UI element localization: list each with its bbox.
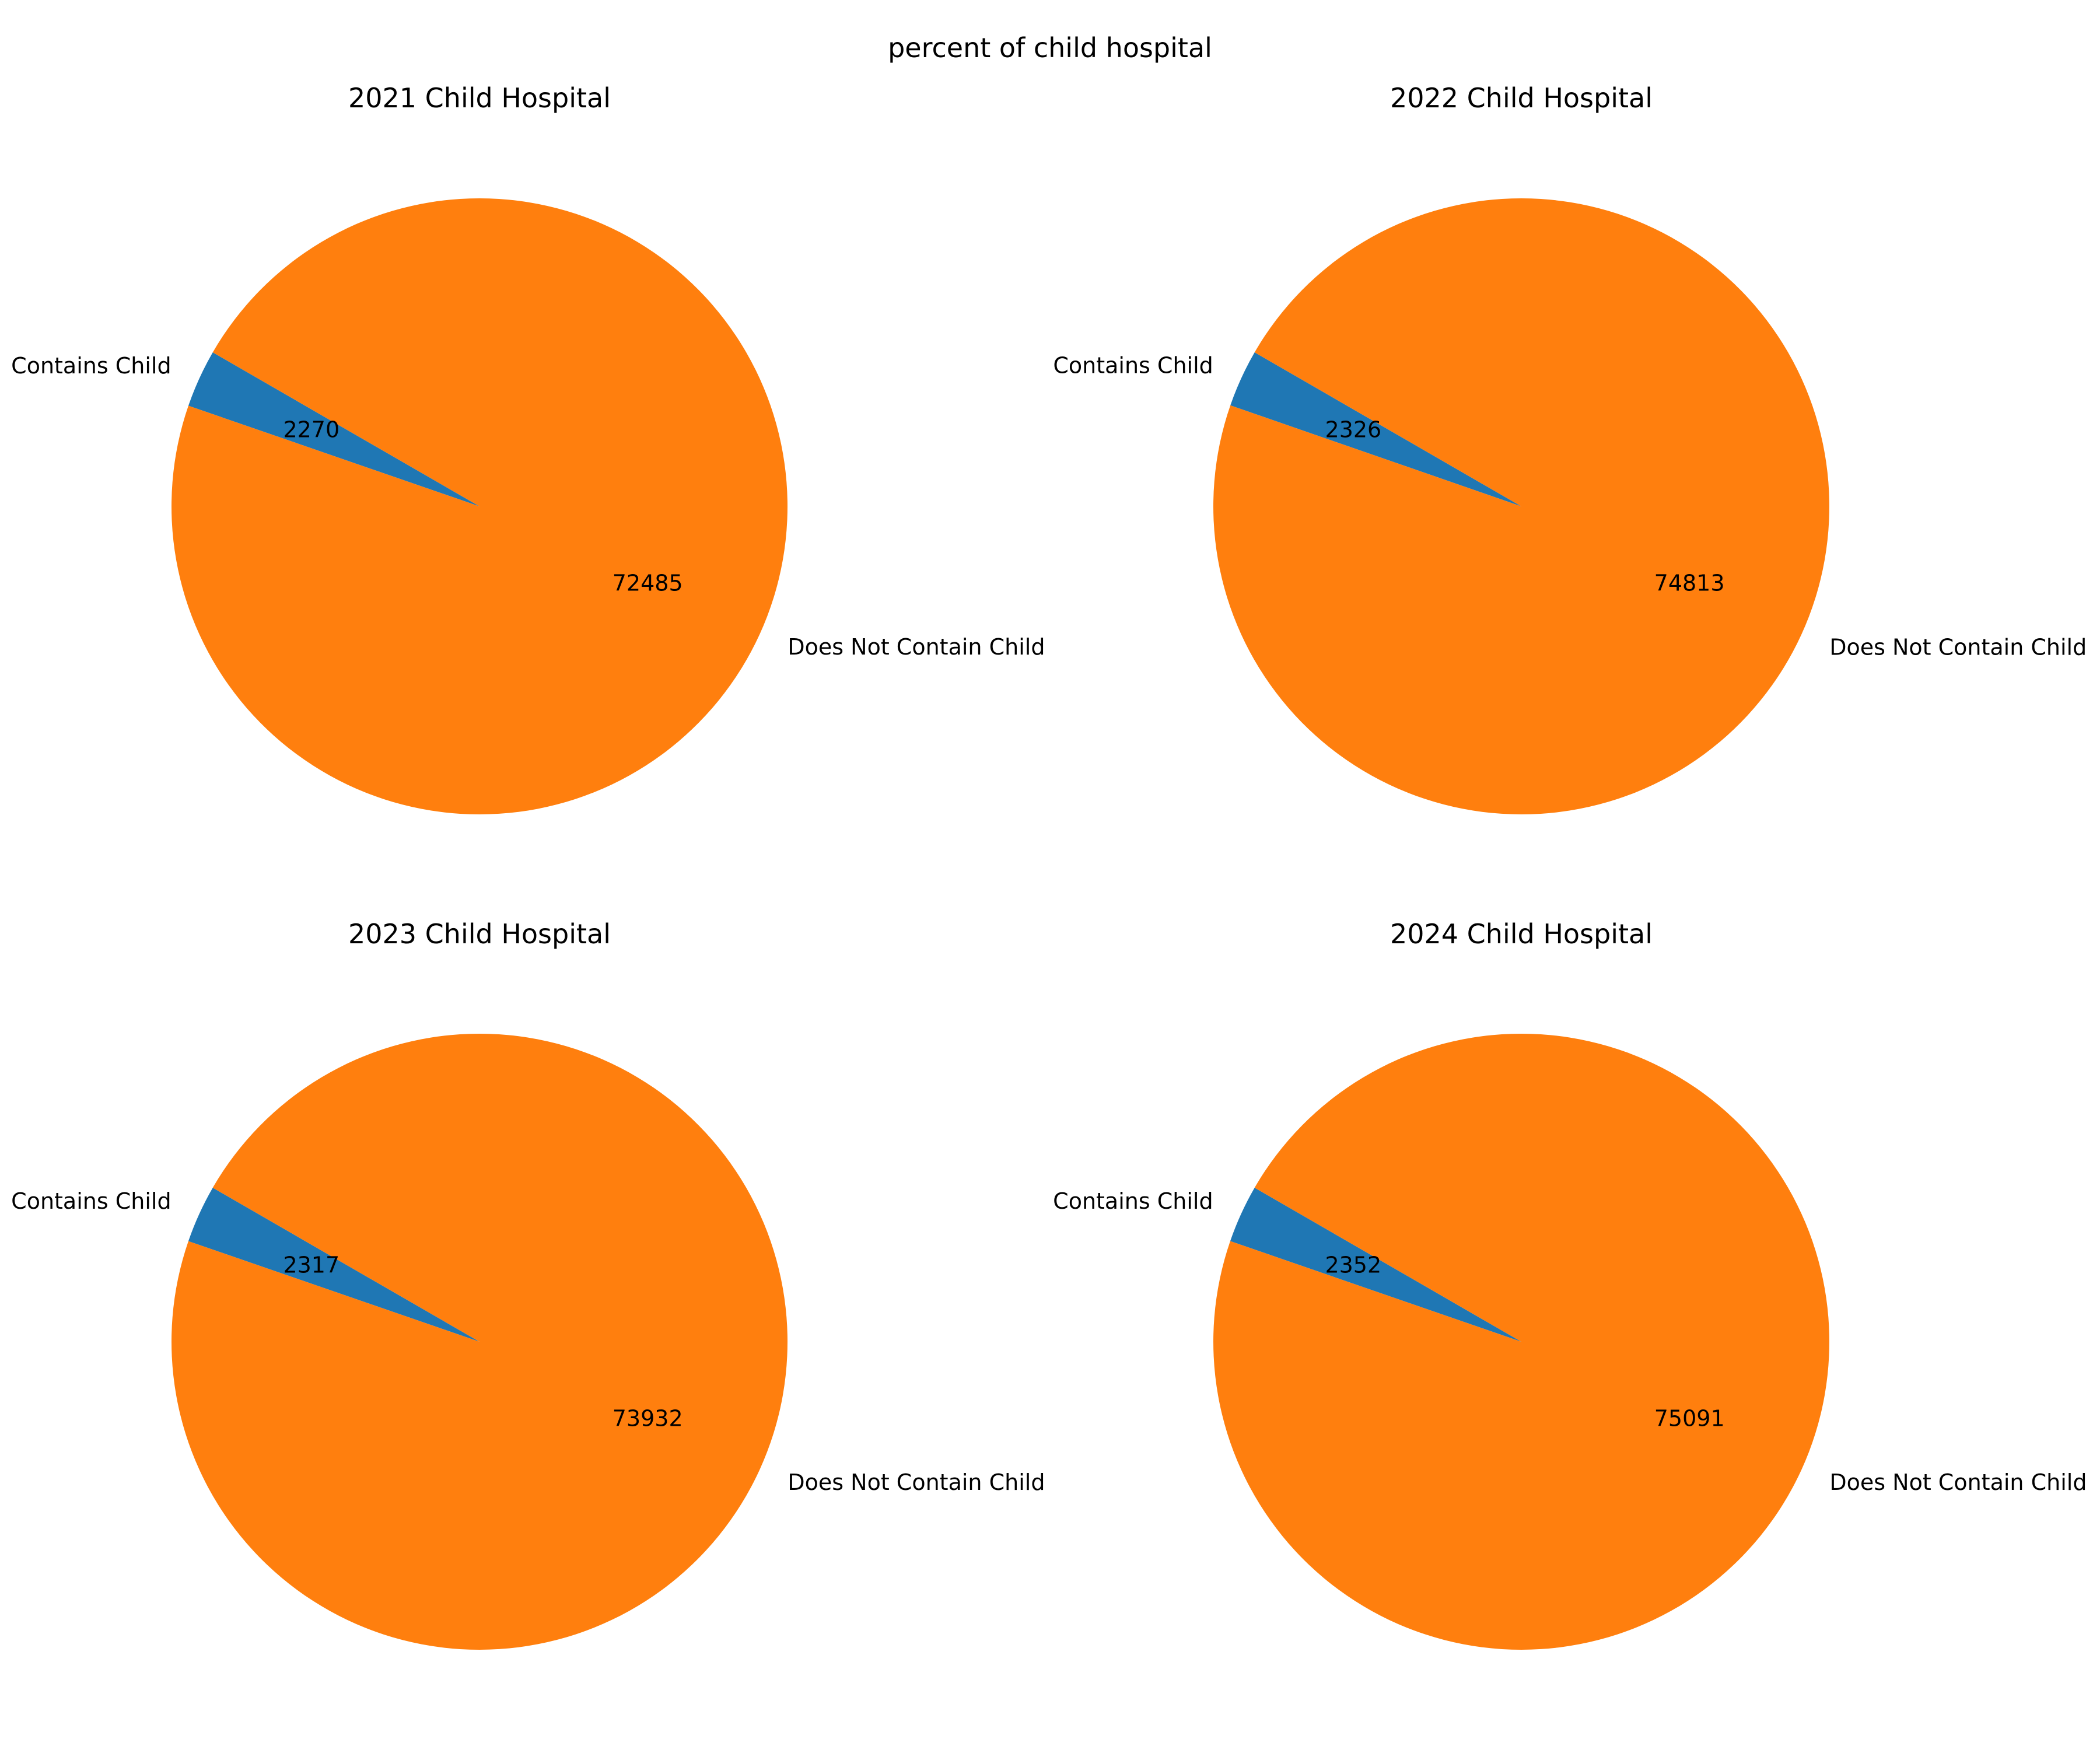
- slice-value-does-not-contain-child: 74813: [1654, 571, 1725, 596]
- figure-title: percent of child hospital: [888, 32, 1212, 64]
- pie-panel-2022: 2022 Child Hospital Contains Child Does …: [1053, 82, 2087, 815]
- pie-slice-does-not-contain-child: [1213, 198, 1829, 815]
- slice-value-does-not-contain-child: 73932: [612, 1406, 683, 1432]
- slice-value-contains-child: 2352: [1325, 1252, 1381, 1278]
- slice-value-contains-child: 2270: [283, 417, 340, 443]
- slice-label-does-not-contain-child: Does Not Contain Child: [1829, 1469, 2087, 1495]
- pie-slice-contains-child: [1230, 1188, 1521, 1342]
- pie-slice-does-not-contain-child: [1213, 1033, 1830, 1650]
- slice-label-contains-child: Contains Child: [11, 353, 171, 379]
- pie-title: 2021 Child Hospital: [348, 82, 611, 114]
- slice-value-does-not-contain-child: 72485: [612, 571, 683, 596]
- pie-slice-contains-child: [188, 1188, 480, 1342]
- slice-label-does-not-contain-child: Does Not Contain Child: [1829, 635, 2087, 660]
- pie-panel-2023: 2023 Child Hospital Contains Child Does …: [11, 918, 1045, 1650]
- slice-label-does-not-contain-child: Does Not Contain Child: [788, 634, 1045, 660]
- pie-title: 2022 Child Hospital: [1390, 82, 1653, 114]
- pie-slice-contains-child: [188, 352, 480, 506]
- slice-value-contains-child: 2317: [283, 1252, 340, 1278]
- slice-label-contains-child: Contains Child: [1053, 1188, 1213, 1214]
- pie-panel-2021: 2021 Child Hospital Contains Child Does …: [11, 82, 1045, 815]
- pie-slice-contains-child: [1230, 352, 1521, 506]
- slice-label-contains-child: Contains Child: [11, 1188, 171, 1214]
- pie-slice-does-not-contain-child: [171, 198, 788, 815]
- pie-title: 2023 Child Hospital: [348, 918, 611, 950]
- pie-title: 2024 Child Hospital: [1390, 918, 1653, 950]
- slice-value-contains-child: 2326: [1325, 417, 1382, 442]
- pie-slice-does-not-contain-child: [172, 1034, 788, 1650]
- slice-label-contains-child: Contains Child: [1053, 353, 1213, 379]
- slice-label-does-not-contain-child: Does Not Contain Child: [788, 1469, 1045, 1495]
- slice-value-does-not-contain-child: 75091: [1654, 1406, 1725, 1432]
- pie-panel-2024: 2024 Child Hospital Contains Child Does …: [1053, 918, 2087, 1650]
